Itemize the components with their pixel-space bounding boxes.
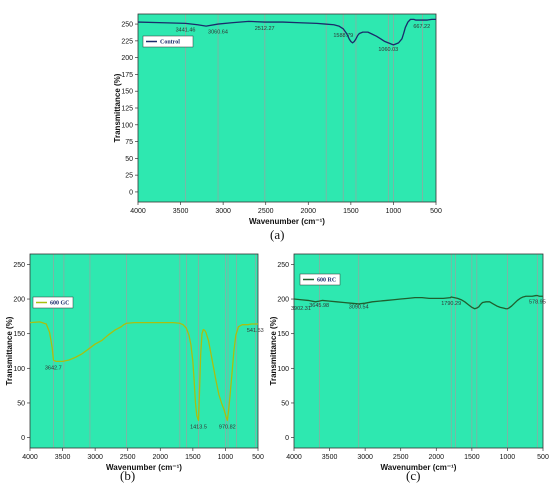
legend-label: Control bbox=[160, 40, 180, 46]
y-tick-label: 150 bbox=[121, 89, 133, 96]
plot-area-c bbox=[294, 254, 543, 448]
x-tick-label: 2000 bbox=[428, 454, 444, 461]
y-tick-label: 200 bbox=[121, 55, 133, 62]
x-tick-label: 3500 bbox=[322, 454, 338, 461]
series-line bbox=[293, 294, 543, 310]
peak-label: 1790.29 bbox=[441, 301, 461, 307]
x-tick-label: 500 bbox=[537, 454, 549, 461]
peak-label: 3090.54 bbox=[349, 304, 369, 310]
chart-c-svg: 4000 3500 3000 2500 2000 1500 1000 500 0 50 100 150… bbox=[269, 253, 549, 472]
y-tick-label: 250 bbox=[13, 262, 25, 269]
x-tick-label: 4000 bbox=[22, 454, 38, 461]
chart-panel-a: 4000 3500 3000 2500 2000 1500 1000 500 0 25 50 75 10… bbox=[113, 13, 442, 242]
y-tick-label: 250 bbox=[121, 22, 133, 29]
x-axis-label: Wavenumber (cm⁻¹) bbox=[106, 463, 182, 472]
y-tick-label: 25 bbox=[125, 173, 133, 180]
x-tick-label: 2000 bbox=[300, 208, 316, 215]
legend-box bbox=[32, 296, 74, 309]
x-tick-label: 500 bbox=[252, 454, 264, 461]
y-tick-label: 200 bbox=[277, 297, 289, 304]
peak-label: 970.82 bbox=[219, 424, 236, 430]
x-tick-label: 3000 bbox=[215, 208, 231, 215]
legend-label: 600 RC bbox=[317, 278, 336, 284]
y-tick-label: 50 bbox=[17, 400, 25, 407]
x-tick-label: 1000 bbox=[386, 208, 402, 215]
peak-label: 541.53 bbox=[247, 328, 264, 334]
x-tick-label: 1500 bbox=[464, 454, 480, 461]
x-axis-label: Wavenumber (cm⁻¹) bbox=[249, 217, 325, 226]
x-tick-label: 500 bbox=[430, 208, 442, 215]
x-tick-label: 2000 bbox=[152, 454, 168, 461]
peak-label: 1413.5 bbox=[190, 424, 207, 430]
series-line bbox=[29, 321, 258, 421]
x-tick-label: 1500 bbox=[343, 208, 359, 215]
peak-label: 3902.31 bbox=[291, 306, 311, 312]
peak-label: 1060.03 bbox=[378, 47, 398, 53]
y-tick-label: 50 bbox=[125, 156, 133, 163]
chart-a-svg: 4000 3500 3000 2500 2000 1500 1000 500 0 25 50 75 10… bbox=[113, 13, 442, 226]
y-tick-label: 0 bbox=[129, 189, 133, 196]
chart-panel-b: 4000 3500 3000 2500 2000 1500 1000 500 0 50 100 150… bbox=[0, 242, 275, 488]
legend-label: 600 GC bbox=[50, 301, 70, 307]
x-tick-label: 2500 bbox=[393, 454, 409, 461]
x-tick-label: 4000 bbox=[286, 454, 302, 461]
y-tick-label: 125 bbox=[121, 106, 133, 113]
y-axis-label: Transmittance (%) bbox=[269, 316, 278, 385]
peak-label: 1588.79 bbox=[333, 33, 353, 39]
y-axis-label: Transmittance (%) bbox=[113, 73, 122, 142]
x-tick-label: 2500 bbox=[120, 454, 136, 461]
plot-frame bbox=[29, 253, 259, 449]
chart-panel-c: 4000 3500 3000 2500 2000 1500 1000 500 0 50 100 150… bbox=[269, 242, 550, 488]
peak-label: 3645.98 bbox=[309, 303, 329, 309]
peak-label: 3060.64 bbox=[208, 29, 228, 35]
y-tick-label: 150 bbox=[277, 331, 289, 338]
legend-box bbox=[142, 35, 194, 48]
peak-label: 3441.46 bbox=[176, 27, 196, 33]
panel-label-c: (c) bbox=[406, 468, 421, 483]
y-tick-label: 100 bbox=[277, 366, 289, 373]
peak-label: 2512.27 bbox=[255, 26, 275, 32]
y-tick-label: 0 bbox=[21, 435, 25, 442]
x-tick-label: 1000 bbox=[500, 454, 516, 461]
y-tick-label: 225 bbox=[121, 38, 133, 45]
x-tick-label: 3500 bbox=[55, 454, 71, 461]
series-line bbox=[137, 18, 436, 46]
panel-label-a: (a) bbox=[270, 227, 285, 242]
panel-label-b: (b) bbox=[120, 468, 136, 483]
peak-label: 578.95 bbox=[529, 300, 546, 306]
peak-label: 667.22 bbox=[413, 24, 430, 30]
plot-frame bbox=[293, 253, 544, 449]
chart-b-svg: 4000 3500 3000 2500 2000 1500 1000 500 0 50 100 150… bbox=[5, 253, 264, 472]
y-tick-label: 50 bbox=[281, 400, 289, 407]
y-tick-label: 0 bbox=[285, 435, 289, 442]
y-axis-label: Transmittance (%) bbox=[5, 316, 14, 385]
x-tick-label: 3000 bbox=[87, 454, 103, 461]
y-tick-label: 100 bbox=[121, 122, 133, 129]
x-tick-label: 1000 bbox=[218, 454, 234, 461]
x-tick-label: 4000 bbox=[130, 208, 146, 215]
y-tick-label: 75 bbox=[125, 139, 133, 146]
x-tick-label: 3500 bbox=[173, 208, 189, 215]
y-tick-label: 100 bbox=[13, 366, 25, 373]
legend-box bbox=[299, 273, 341, 286]
plot-area-b bbox=[30, 254, 258, 448]
y-tick-label: 150 bbox=[13, 331, 25, 338]
y-tick-label: 175 bbox=[121, 72, 133, 79]
x-tick-label: 2500 bbox=[258, 208, 274, 215]
y-tick-label: 250 bbox=[277, 262, 289, 269]
x-tick-label: 3000 bbox=[357, 454, 373, 461]
peak-label: 3642.7 bbox=[45, 365, 62, 371]
x-tick-label: 1500 bbox=[185, 454, 201, 461]
y-tick-label: 200 bbox=[13, 297, 25, 304]
x-axis-label: Wavenumber (cm⁻¹) bbox=[381, 463, 457, 472]
